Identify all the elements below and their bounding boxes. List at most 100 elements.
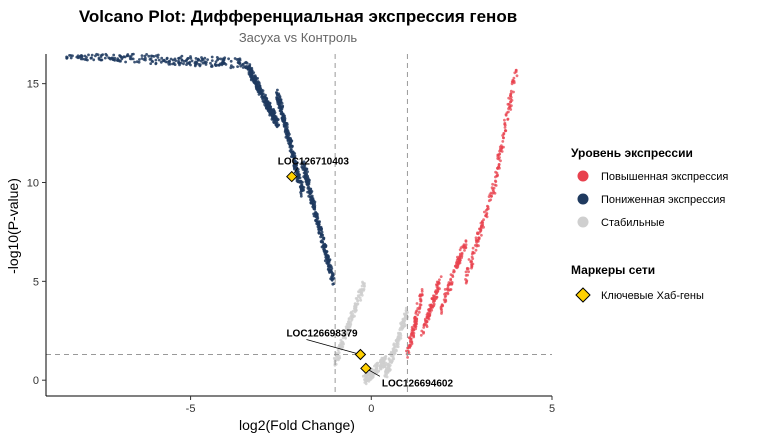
data-point: [257, 89, 261, 93]
data-point: [440, 310, 444, 314]
data-point: [399, 336, 403, 340]
data-point: [372, 368, 376, 372]
data-point: [132, 52, 135, 56]
data-point: [470, 263, 474, 267]
legend: Уровень экспрессии Повышенная экспрессия…: [571, 146, 728, 303]
data-point: [501, 134, 504, 137]
data-point: [401, 322, 405, 326]
data-point: [239, 64, 243, 68]
data-point: [350, 314, 353, 317]
data-point: [229, 66, 233, 70]
data-point: [349, 320, 353, 323]
data-point: [414, 320, 417, 324]
data-point: [150, 54, 153, 58]
data-point: [483, 210, 486, 214]
data-point: [413, 316, 416, 320]
data-point: [379, 359, 382, 363]
data-point: [303, 176, 307, 180]
x-tick-label: -5: [186, 403, 196, 415]
data-point: [375, 371, 379, 375]
data-point: [250, 66, 254, 70]
data-point: [451, 275, 455, 278]
data-point: [399, 326, 402, 330]
data-point: [227, 57, 231, 61]
data-point: [143, 54, 147, 58]
data-point: [471, 251, 475, 255]
hub-gene-marker: [286, 170, 298, 183]
data-point: [336, 348, 340, 352]
data-point: [474, 236, 478, 240]
x-tick-label: 5: [549, 403, 555, 415]
data-point: [272, 108, 275, 111]
data-point: [501, 140, 505, 143]
data-point: [347, 322, 350, 326]
data-point: [434, 297, 438, 301]
data-point: [458, 260, 461, 263]
data-point: [184, 59, 188, 63]
data-point: [376, 361, 380, 365]
data-point: [385, 368, 389, 372]
data-point: [270, 113, 274, 116]
data-point: [305, 172, 308, 176]
data-point: [378, 366, 382, 369]
data-point: [288, 143, 292, 147]
data-point: [288, 132, 291, 136]
data-point: [221, 60, 225, 63]
data-point: [142, 58, 146, 61]
data-point: [387, 362, 390, 366]
data-point: [339, 343, 343, 347]
data-point: [100, 58, 104, 62]
data-point: [309, 198, 312, 202]
data-point: [359, 298, 363, 302]
chart-subtitle: Засуха vs Контроль: [239, 30, 358, 45]
data-point: [216, 63, 220, 67]
data-point: [418, 306, 422, 310]
data-point: [194, 57, 198, 60]
data-point: [375, 366, 379, 370]
hub-gene-marker: [354, 348, 367, 361]
data-point: [112, 53, 116, 57]
data-point: [347, 320, 350, 324]
data-point: [210, 59, 214, 62]
data-point: [433, 299, 436, 302]
data-point: [477, 244, 480, 248]
legend-down-label: Пониженная экспрессия: [601, 194, 725, 206]
data-point: [429, 303, 433, 307]
data-point: [317, 225, 321, 229]
data-point: [449, 278, 453, 282]
data-point: [503, 126, 507, 129]
data-point: [343, 335, 347, 339]
data-point: [357, 295, 360, 299]
series-down-points: [65, 52, 336, 286]
data-point: [271, 118, 275, 121]
data-point: [322, 243, 325, 247]
data-point: [65, 56, 69, 59]
data-point: [124, 60, 127, 64]
data-point: [436, 286, 440, 289]
data-point: [420, 288, 424, 291]
data-point: [307, 190, 311, 193]
data-point: [432, 302, 436, 306]
data-point: [149, 62, 153, 65]
data-point: [300, 165, 304, 169]
data-point: [289, 140, 293, 144]
data-point: [252, 76, 256, 80]
data-point: [481, 221, 485, 225]
data-point: [370, 376, 374, 380]
data-point: [275, 125, 279, 129]
data-point: [338, 356, 342, 360]
data-point: [494, 175, 497, 179]
data-point: [438, 278, 441, 282]
data-point: [476, 232, 479, 236]
data-point: [465, 279, 469, 283]
data-point: [319, 232, 323, 236]
data-point: [168, 59, 171, 63]
data-point: [495, 171, 499, 175]
data-point: [275, 91, 278, 94]
data-point: [154, 62, 158, 66]
data-point: [360, 287, 364, 291]
hub-gene-label: LOC126698379: [286, 328, 358, 339]
data-point: [233, 57, 237, 60]
data-point: [460, 251, 464, 255]
data-point: [382, 364, 386, 367]
